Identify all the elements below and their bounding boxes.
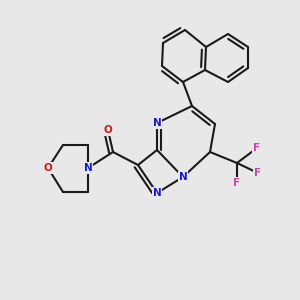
Text: N: N <box>84 163 92 173</box>
Text: N: N <box>153 188 161 198</box>
Text: O: O <box>44 163 52 173</box>
Text: N: N <box>153 118 161 128</box>
Text: N: N <box>178 172 188 182</box>
Text: F: F <box>254 168 262 178</box>
Text: F: F <box>254 143 261 153</box>
Text: F: F <box>233 178 241 188</box>
Text: O: O <box>103 125 112 135</box>
